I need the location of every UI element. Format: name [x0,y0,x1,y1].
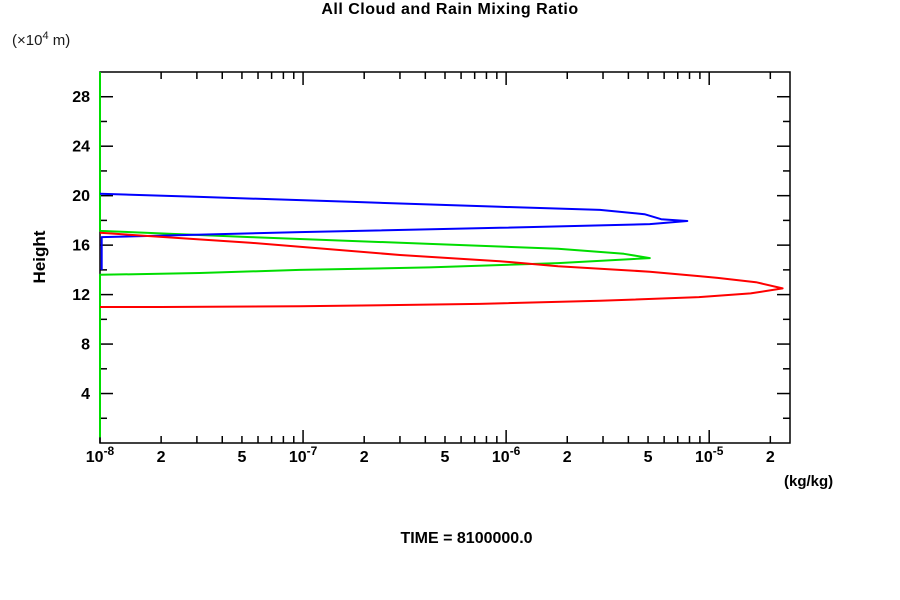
x-tick-label: 10-5 [695,444,724,466]
chart-title: All Cloud and Rain Mixing Ratio [321,1,579,18]
x-tick-label: 5 [644,449,653,466]
time-annotation: TIME = 8100000.0 [400,530,533,547]
y-tick-label: 8 [81,337,90,354]
y-tick-label: 16 [72,238,90,255]
y-tick-label: 24 [72,139,90,156]
x-tick-label: 10-6 [492,444,521,466]
x-tick-label: 10-8 [86,444,115,466]
y-tick-label: 28 [72,89,90,106]
x-tick-label: 10-7 [289,444,318,466]
y-tick-label: 12 [72,287,90,304]
y-unit-exponent: 4 [42,30,49,42]
x-tick-label: 2 [360,449,369,466]
curve-green-profile [99,72,651,438]
curve-red-profile [99,231,784,308]
y-tick-labels: 4 8 12 16 20 24 28 [72,89,90,403]
x-tick-label: 5 [441,449,450,466]
x-ticks [99,72,772,443]
x-axis-unit-label: (kg/kg) [784,473,834,490]
y-axis-unit-label: (×104 m) [12,30,70,49]
x-tick-label: 5 [237,449,246,466]
y-tick-label: 4 [81,386,90,403]
x-tick-labels: 10-8 2 5 10-7 2 5 10-6 2 5 10-5 2 [86,444,775,466]
y-tick-label: 20 [72,188,90,205]
curve-blue-profile [99,192,689,270]
x-tick-label: 2 [766,449,775,466]
series-curves [99,72,784,438]
x-tick-label: 2 [563,449,572,466]
y-ticks [100,95,790,420]
y-unit-prefix: (×10 [12,32,43,49]
x-tick-label: 2 [157,449,166,466]
y-unit-suffix: m) [48,32,71,49]
